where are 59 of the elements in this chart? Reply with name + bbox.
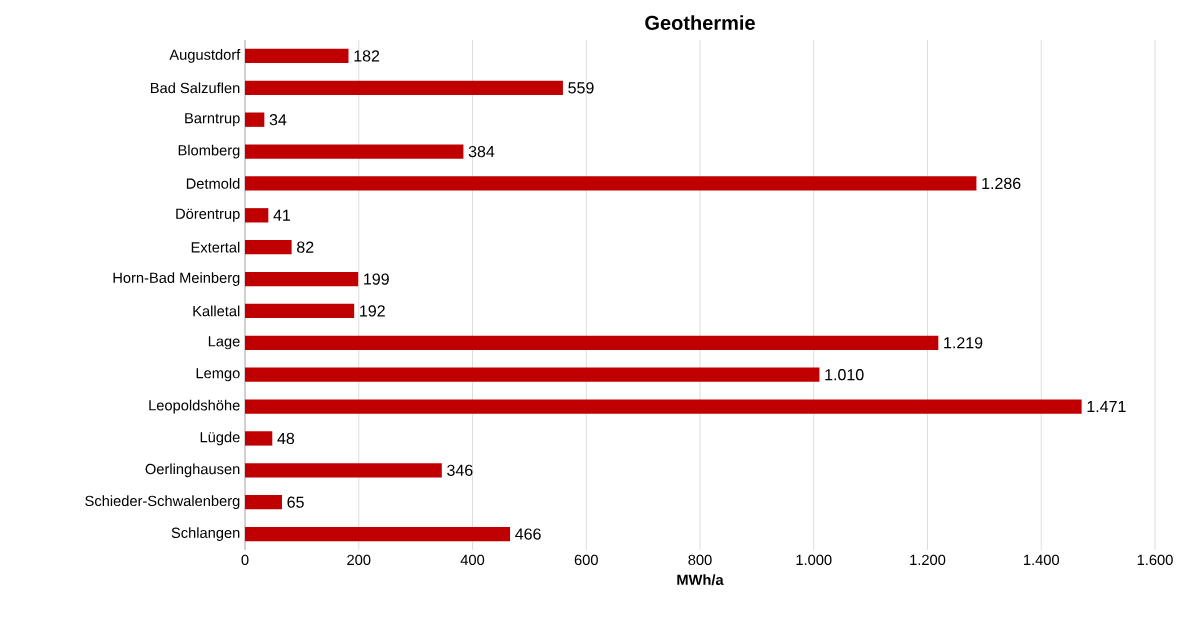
data-label: 1.219 [944, 337, 983, 349]
y-tick-label: Kalletal [193, 305, 240, 317]
y-tick-label: Horn-Bad Meinberg [113, 272, 240, 286]
data-label: 41 [273, 209, 291, 221]
bar [245, 495, 282, 510]
data-label: 346 [447, 464, 473, 476]
data-label: 466 [515, 528, 541, 540]
data-label: 65 [287, 496, 304, 508]
x-tick-label: 600 [574, 554, 598, 566]
x-tick-label: 1.400 [1024, 554, 1060, 566]
data-label: 34 [269, 114, 287, 126]
data-label: 384 [468, 145, 495, 158]
y-tick-label: Blomberg [178, 144, 240, 159]
data-label: 1.010 [825, 369, 864, 381]
y-tick-label: Schlangen [171, 527, 240, 541]
data-label: 1.471 [1087, 401, 1126, 413]
x-tick-label: 1.600 [1137, 554, 1173, 566]
bar [245, 303, 355, 319]
bar [245, 208, 269, 223]
x-tick-label: 1.000 [796, 554, 832, 566]
data-label: 82 [297, 241, 314, 253]
y-tick-label: Lemgo [196, 368, 240, 382]
data-label: 182 [354, 50, 380, 62]
y-tick-label: Detmold [186, 178, 240, 189]
data-label: 192 [360, 305, 385, 317]
bar [245, 112, 265, 127]
y-tick-label: Augustdorf [169, 49, 241, 63]
y-tick-label: Oerlinghausen [145, 463, 240, 478]
bar [245, 240, 292, 255]
x-tick-label: 1.200 [910, 554, 946, 566]
bar [245, 176, 977, 191]
y-tick-label: Lage [208, 336, 240, 350]
x-axis-title: MWh/a [677, 574, 724, 586]
data-label: 48 [277, 432, 295, 445]
x-tick-label: 0 [241, 554, 249, 566]
bar [245, 431, 273, 446]
chart-title: Geothermie [645, 15, 755, 30]
bar [245, 463, 442, 478]
bar [245, 144, 464, 159]
y-tick-label: Bad Salzuflen [151, 82, 240, 94]
bar [245, 271, 359, 287]
y-tick-label: Extertal [191, 241, 240, 253]
bar [245, 399, 1082, 414]
x-tick-label: 800 [688, 554, 712, 566]
y-tick-label: Leopoldshöhe [149, 399, 240, 414]
bar [245, 80, 563, 95]
bar [245, 367, 820, 382]
y-tick-label: Barntrup [185, 113, 240, 127]
x-tick-label: 200 [347, 554, 371, 566]
data-label: 1.286 [982, 177, 1021, 190]
y-tick-label: Dörentrup [176, 208, 240, 222]
bar [245, 48, 349, 64]
y-tick-label: Lügde [200, 431, 240, 446]
y-tick-label: Schieder-Schwalenberg [85, 495, 240, 509]
bar [245, 335, 939, 350]
data-label: 559 [568, 82, 594, 94]
bar [245, 526, 511, 542]
data-label: 199 [364, 273, 389, 285]
x-tick-label: 400 [460, 554, 485, 566]
